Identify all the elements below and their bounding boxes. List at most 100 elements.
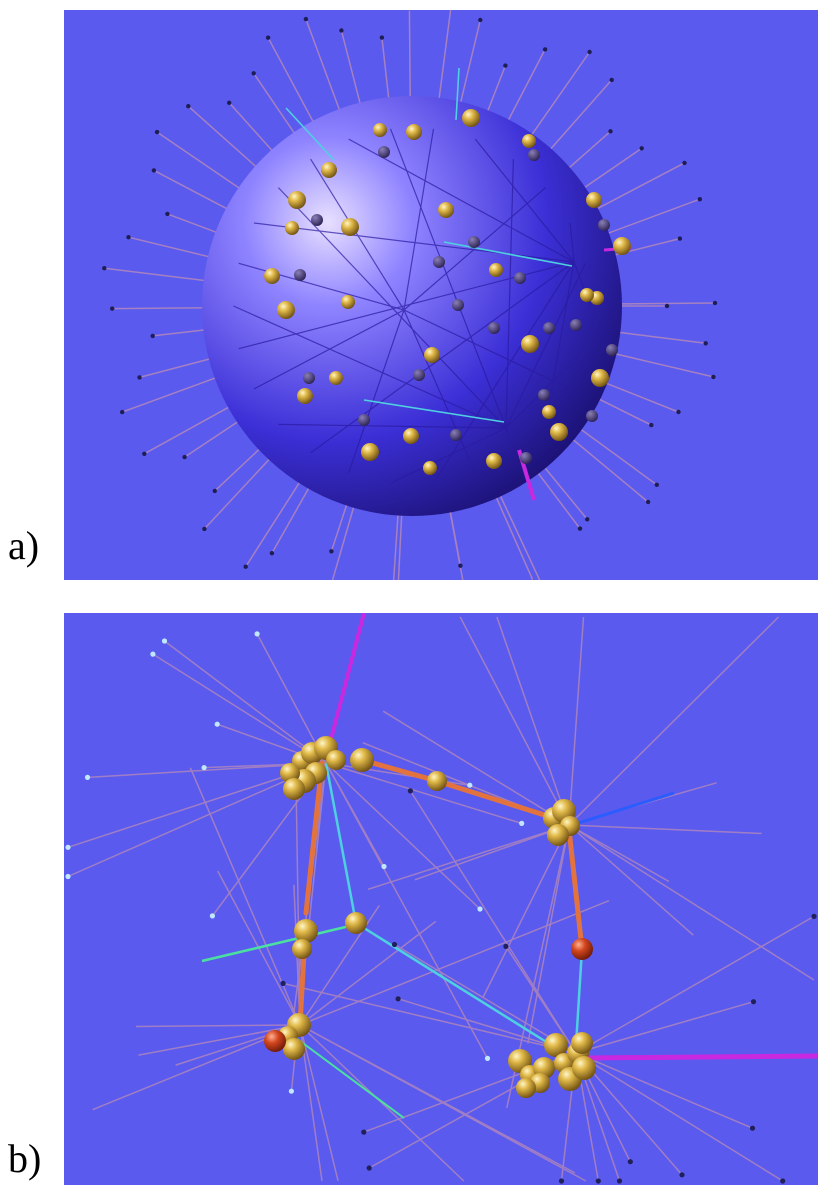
- front-node: [341, 218, 359, 236]
- faint-edge: [299, 1024, 465, 1182]
- endpoint-dot: [102, 266, 107, 271]
- inner-edge: [505, 427, 514, 454]
- endpoint-dot: [749, 1125, 756, 1131]
- faint-edge: [282, 982, 577, 1054]
- endpoint-dot: [478, 17, 483, 23]
- inner-edge: [390, 427, 507, 484]
- inner-edge: [310, 158, 405, 311]
- endpoint-dot: [150, 333, 155, 339]
- endpoint-dot: [154, 129, 160, 135]
- endpoint-dot: [201, 765, 207, 771]
- outer-edge: [397, 507, 403, 580]
- endpoint-dot: [151, 168, 157, 173]
- back-node: [586, 410, 598, 422]
- inner-edge: [505, 263, 586, 429]
- panel-b-highlight-edges: [201, 613, 818, 1119]
- red-node: [571, 938, 593, 960]
- inner-edge: [348, 309, 405, 474]
- panel-b-endpoint-dots: [65, 631, 817, 1184]
- front-node: [341, 295, 355, 309]
- endpoint-dot: [110, 306, 115, 311]
- endpoint-dot: [303, 16, 309, 22]
- endpoint-dot: [503, 63, 508, 68]
- faint-edge: [527, 824, 570, 1044]
- endpoint-dot: [645, 499, 651, 505]
- endpoint-dot: [703, 341, 708, 346]
- front-node: [489, 263, 503, 277]
- node: [280, 763, 300, 783]
- panel-a-highlight-edges: [285, 67, 633, 501]
- front-node: [264, 268, 280, 284]
- endpoint-dot: [677, 236, 683, 241]
- inner-edge: [545, 261, 575, 425]
- front-node: [321, 162, 337, 178]
- faint-edge: [256, 633, 327, 764]
- endpoint-dot: [254, 631, 260, 637]
- faint-edge: [568, 824, 694, 936]
- faint-edge: [575, 1052, 753, 1129]
- front-node: [288, 191, 306, 209]
- panel-a-image: [64, 10, 818, 580]
- endpoint-dot: [585, 517, 590, 522]
- outer-edge: [590, 162, 685, 213]
- back-node: [528, 149, 540, 161]
- back-node: [450, 429, 462, 441]
- front-node: [423, 461, 437, 475]
- back-node: [543, 322, 555, 334]
- outer-edge: [613, 330, 706, 345]
- front-node: [580, 288, 594, 302]
- back-node: [514, 272, 526, 284]
- endpoint-dot: [65, 844, 71, 850]
- endpoint-dot: [280, 980, 286, 986]
- endpoint-dot: [458, 563, 463, 568]
- faint-edge: [409, 790, 577, 1054]
- panel-b-label: b): [8, 1136, 42, 1181]
- front-node: [285, 221, 299, 235]
- back-node: [598, 219, 610, 231]
- inner-edge: [403, 309, 476, 474]
- front-node: [438, 202, 454, 218]
- back-node: [413, 369, 425, 381]
- endpoint-dot: [243, 564, 248, 569]
- endpoint-dot: [477, 906, 483, 912]
- outer-edge: [408, 10, 412, 108]
- faint-edge: [325, 762, 385, 867]
- panel-b-nodes: [264, 736, 596, 1098]
- endpoint-dot: [811, 913, 817, 919]
- front-node: [550, 423, 568, 441]
- inner-edge: [474, 138, 575, 263]
- faint-edge: [325, 762, 481, 910]
- back-node: [294, 269, 306, 281]
- outer-edge: [153, 169, 241, 217]
- endpoint-dot: [616, 1178, 623, 1184]
- node: [283, 778, 305, 800]
- front-node: [462, 109, 480, 127]
- outer-edge: [340, 30, 363, 110]
- front-node: [542, 405, 556, 419]
- endpoint-dot: [379, 35, 385, 40]
- inner-edge: [278, 423, 507, 429]
- faint-edge: [164, 640, 327, 764]
- back-node: [538, 389, 550, 401]
- endpoint-dot: [627, 1159, 633, 1165]
- endpoint-dot: [712, 300, 718, 306]
- faint-edge: [482, 824, 570, 998]
- endpoint-dot: [780, 1178, 786, 1184]
- faint-edge: [295, 767, 301, 1026]
- outer-edge: [567, 419, 658, 486]
- faint-edge: [152, 653, 327, 764]
- outer-edge: [597, 379, 679, 413]
- endpoint-dot: [608, 129, 613, 134]
- faint-edge: [568, 824, 670, 883]
- back-node: [570, 319, 582, 331]
- front-node: [406, 124, 422, 140]
- faint-edge: [459, 616, 570, 826]
- endpoint-dot: [697, 197, 702, 202]
- node: [326, 750, 346, 770]
- faint-edge: [575, 1000, 754, 1054]
- endpoint-dot: [227, 100, 232, 106]
- panel-b-background: [64, 613, 818, 1185]
- endpoint-dot: [391, 941, 398, 948]
- faint-edge: [367, 824, 570, 891]
- outer-edge: [520, 51, 591, 151]
